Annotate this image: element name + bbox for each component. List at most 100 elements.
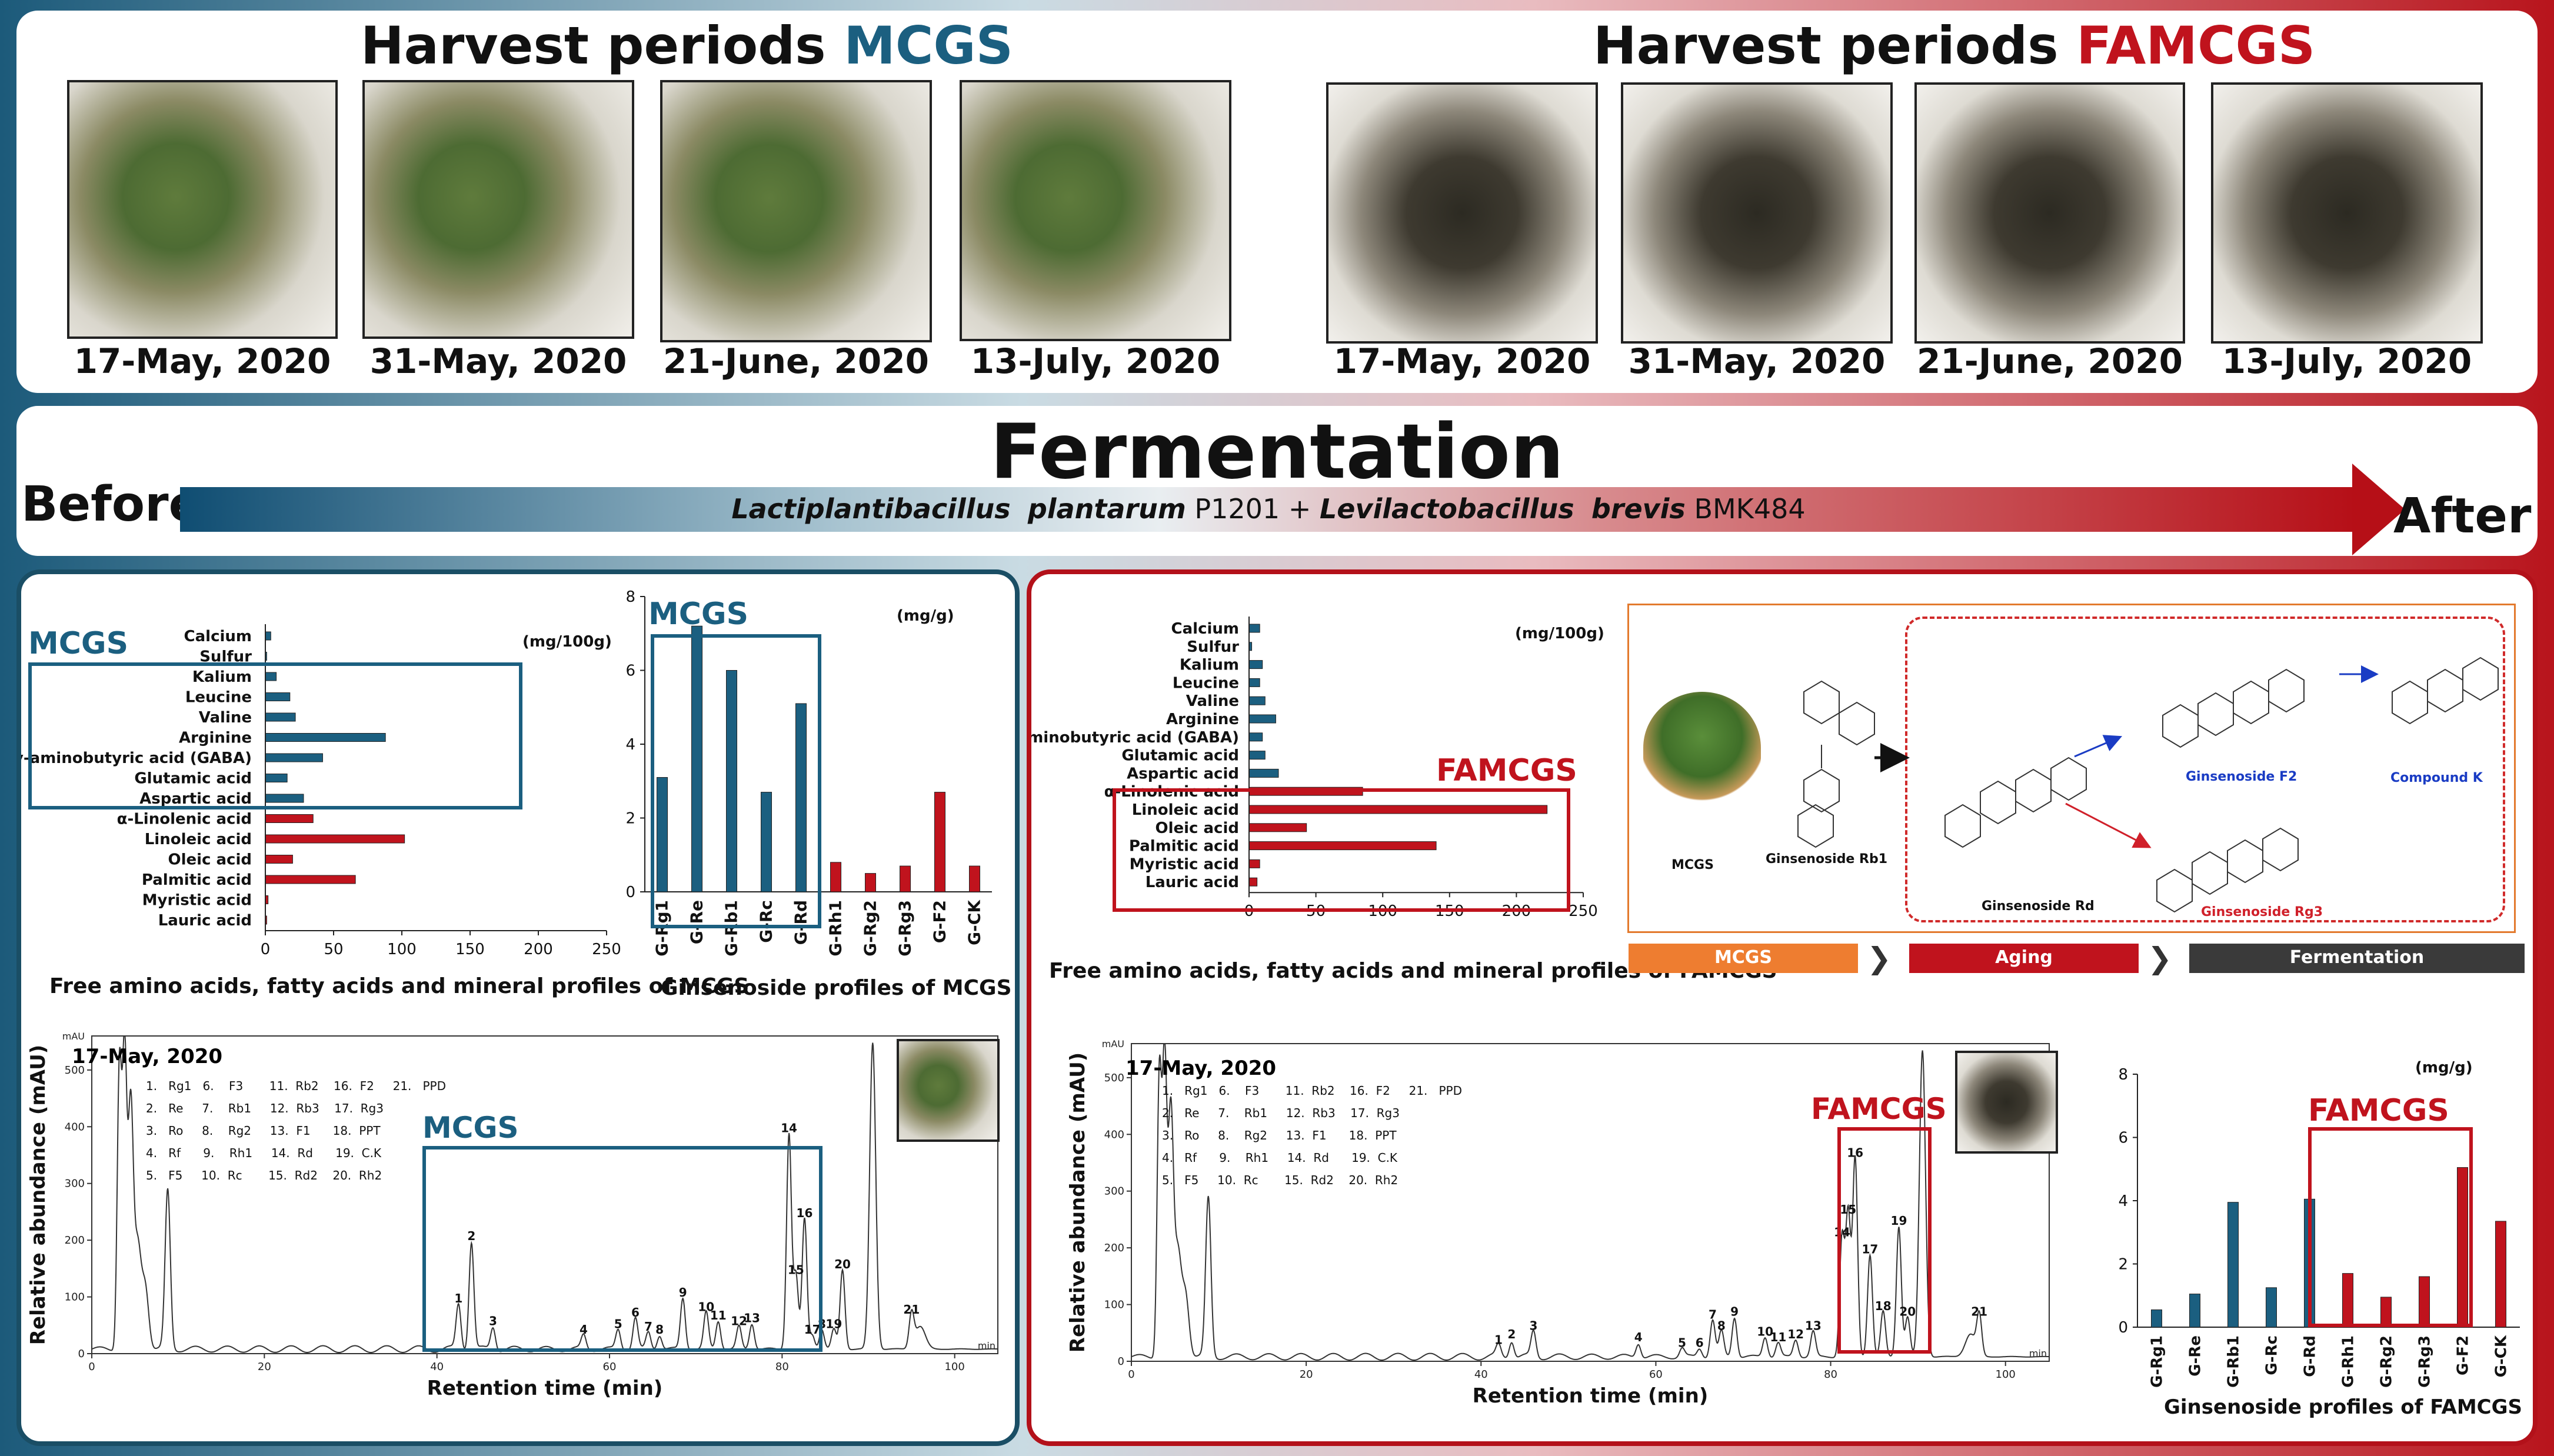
mcgs-photo-3 — [660, 80, 932, 342]
peak-label: 5 — [1678, 1336, 1686, 1350]
bar — [2457, 1167, 2468, 1328]
strain-label: Lactiplantibacillus plantarum P1201 + Le… — [180, 493, 2357, 525]
peak-label: 7 — [644, 1320, 652, 1334]
bar-category-label: α-Linolenic acid — [1104, 783, 1239, 801]
bar-category-label: G-Rg3 — [2416, 1335, 2434, 1388]
peak-label: 1 — [454, 1291, 462, 1305]
famcgs-fatty-highlight-box — [1113, 788, 1570, 912]
bar-category-label: α-Linolenic acid — [117, 811, 252, 828]
y-tick-label: 6 — [625, 662, 635, 680]
harvest-title-prefix: Harvest periods — [361, 15, 844, 76]
strain1-species: plantarum — [1027, 493, 1186, 525]
y-tick-label: 300 — [1104, 1185, 1124, 1198]
ck-structure — [2392, 657, 2499, 725]
y-tick-label: 100 — [65, 1291, 85, 1304]
bar — [865, 873, 876, 892]
plot-frame — [91, 1035, 998, 1354]
y-axis-title: Relative abundance (mAU) — [1066, 1052, 1090, 1352]
x-tick-label: 0 — [88, 1361, 95, 1373]
y-tick-label: 4 — [2118, 1192, 2128, 1210]
date-mcgs-4: 13-July, 2020 — [970, 341, 1221, 381]
peak-label: 13 — [1805, 1319, 1822, 1333]
step-chevron-1: ❯ — [1867, 941, 1892, 975]
rg3-structure — [2156, 827, 2299, 913]
mcgs-hplc-date: 17-May, 2020 — [72, 1045, 223, 1068]
famcgs-composition-chart: Calcium Sulfur Kalium Leucine Valine Arginine… — [1000, 574, 1608, 998]
chromatogram-trace — [1131, 1043, 2049, 1361]
bar-category-label: Kalium — [192, 668, 252, 686]
arrow-rd-rg3 — [2065, 802, 2152, 848]
bar-category-label: Myristic acid — [1130, 855, 1239, 873]
y-tick-label: 8 — [2118, 1066, 2128, 1084]
bar — [934, 792, 945, 892]
mcgs-results-panel: Calcium Sulfur Kalium Leucine Valine Arginine… — [13, 569, 1020, 1446]
bar-category-label: Glutamic acid — [1121, 747, 1239, 765]
pathway-mcgs-label: MCGS — [1671, 858, 1714, 872]
plot-frame — [1131, 1043, 2050, 1362]
bar-category-label: G-Rg1 — [2149, 1335, 2166, 1388]
famcgs-gin-unit: (mg/g) — [2415, 1059, 2473, 1077]
mcgs-gin-tag: MCGS — [648, 597, 749, 632]
famcgs-photo-2 — [1621, 82, 1893, 344]
bar — [830, 862, 841, 892]
date-famcgs-1: 17-May, 2020 — [1333, 341, 1591, 381]
mcgs-hplc-highlight-box — [422, 1146, 823, 1352]
bar-category-label: γ-aminobutyric acid (GABA) — [1031, 729, 1239, 747]
y-tick-label: 0 — [2118, 1319, 2128, 1337]
y-tick-label: 6 — [2118, 1130, 2128, 1147]
bar-category-label: Calcium — [1171, 620, 1239, 638]
peak-label: 14 — [781, 1121, 797, 1135]
bar-category-label: G-Rc — [757, 900, 776, 943]
harvest-title-mcgs: Harvest periods MCGS — [361, 15, 1013, 76]
f2-structure — [2162, 668, 2305, 748]
x-tick-label: 50 — [324, 941, 343, 958]
famcgs-bar-tag: FAMCGS — [1436, 753, 1577, 788]
date-famcgs-4: 13-July, 2020 — [2222, 341, 2472, 381]
y-tick-label: 400 — [1104, 1128, 1124, 1141]
bar-category-label: Lauric acid — [1146, 874, 1239, 891]
bar-category-label: G-CK — [965, 899, 984, 945]
x-tick-label: 250 — [1569, 902, 1598, 920]
harvest-title-name: FAMCGS — [2076, 15, 2316, 76]
peak-label: 21 — [1971, 1305, 1987, 1319]
bar-category-label: Valine — [199, 709, 252, 727]
peak-label: 12 — [731, 1314, 747, 1328]
step-chevron-2: ❯ — [2147, 941, 2172, 975]
bar-category-label: G-Re — [2187, 1335, 2205, 1377]
step-fermentation: Fermentation — [2189, 944, 2525, 973]
bar — [265, 834, 405, 844]
bar — [726, 670, 737, 892]
bar-category-label: Leucine — [1173, 674, 1239, 692]
mcgs-photo-2 — [362, 80, 634, 339]
peak-label: 17 — [804, 1322, 821, 1337]
harvest-panel: Harvest periods MCGS Harvest periods FAM… — [16, 11, 2538, 393]
peak-label: 9 — [679, 1285, 687, 1300]
bar-category-label: G-Re — [687, 900, 707, 944]
famcgs-results-panel: Calcium Sulfur Kalium Leucine Valine Arginine… — [1000, 569, 2538, 1446]
peak-label: 10 — [1757, 1324, 1773, 1338]
harvest-title-famcgs: Harvest periods FAMCGS — [1593, 15, 2315, 76]
legend-line: 3. Ro 8. Rg2 13. F1 18. PPT — [1162, 1128, 1397, 1142]
peak-label: 21 — [903, 1302, 920, 1317]
bar — [265, 814, 314, 823]
peak-label: 6 — [1696, 1336, 1704, 1350]
peak-label: 15 — [1840, 1202, 1856, 1217]
legend-line: 4. Rf 9. Rh1 14. Rd 19. C.K — [146, 1146, 382, 1160]
bar-category-label: Oleic acid — [168, 851, 252, 869]
bar — [2495, 1221, 2506, 1328]
mcgs-ginsenoside-highlight-box — [651, 634, 821, 928]
x-axis-title: Retention time (min) — [1473, 1384, 1709, 1408]
y-tick-label: 2 — [2118, 1256, 2128, 1274]
fermentation-arrow — [180, 487, 2357, 532]
bar-category-label: Linoleic acid — [145, 831, 252, 848]
date-mcgs-3: 21-June, 2020 — [663, 341, 929, 381]
peak-label: 20 — [1899, 1305, 1916, 1319]
bar-category-label: G-Rc — [2263, 1335, 2281, 1375]
famcgs-photo-3 — [1914, 82, 2185, 344]
bar-category-label: Aspartic acid — [1127, 765, 1239, 782]
fermentation-arrow-head — [2352, 464, 2405, 555]
date-mcgs-1: 17-May, 2020 — [74, 341, 331, 381]
fermentation-title: Fermentation — [990, 408, 1564, 496]
bar — [761, 792, 772, 892]
famcgs-ginsenoside-highlight-box — [2308, 1127, 2473, 1327]
